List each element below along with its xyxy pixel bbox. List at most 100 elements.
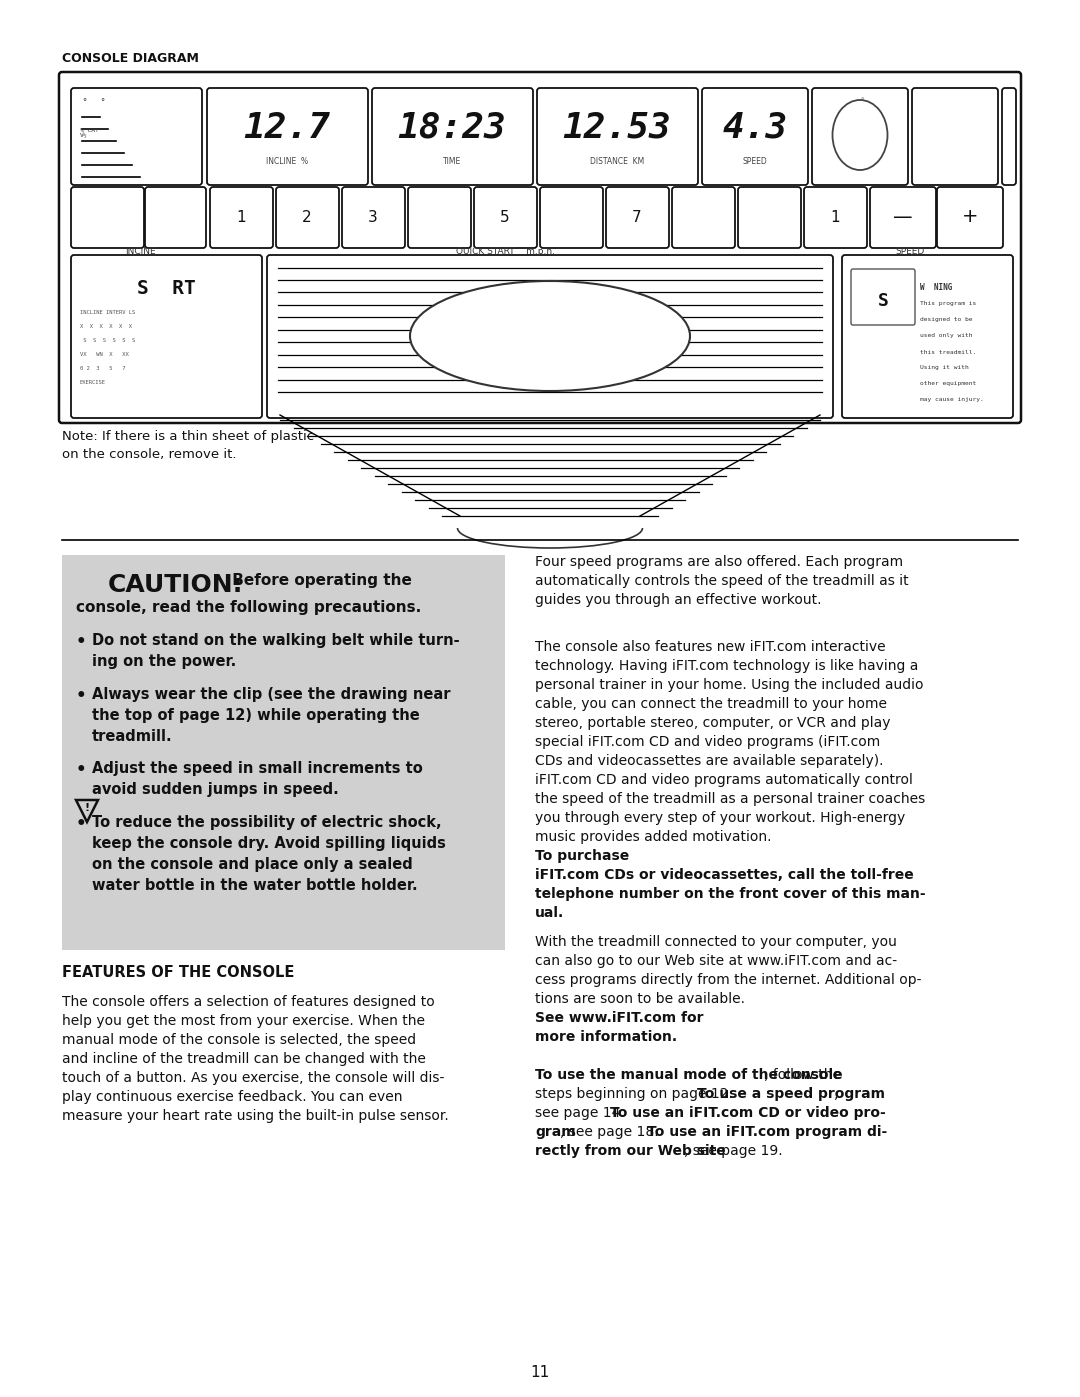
Text: Do not stand on the walking belt while turn-
ing on the power.: Do not stand on the walking belt while t… (92, 633, 460, 669)
Text: 1: 1 (831, 210, 840, 225)
Text: cable, you can connect the treadmill to your home: cable, you can connect the treadmill to … (535, 697, 887, 711)
Text: Note: If there is a thin sheet of plastic
on the console, remove it.: Note: If there is a thin sheet of plasti… (62, 430, 314, 461)
Text: 7: 7 (632, 210, 642, 225)
Text: ,: , (834, 1087, 838, 1101)
Text: % CA↑
V½: % CA↑ V½ (80, 127, 98, 138)
Text: stereo, portable stereo, computer, or VCR and play: stereo, portable stereo, computer, or VC… (535, 717, 891, 731)
Text: Adjust the speed in small increments to
avoid sudden jumps in speed.: Adjust the speed in small increments to … (92, 761, 422, 798)
FancyBboxPatch shape (372, 88, 534, 184)
Text: rectly from our Web site: rectly from our Web site (535, 1144, 726, 1158)
FancyBboxPatch shape (474, 187, 537, 249)
Text: °: ° (82, 99, 86, 108)
Text: 11: 11 (530, 1365, 550, 1380)
Text: To reduce the possibility of electric shock,
keep the console dry. Avoid spillin: To reduce the possibility of electric sh… (92, 814, 446, 893)
Text: you through every step of your workout. High-energy: you through every step of your workout. … (535, 812, 905, 826)
Text: EXERCISE: EXERCISE (80, 380, 106, 386)
Text: •: • (76, 761, 86, 780)
Text: To use an iFIT.com program di-: To use an iFIT.com program di- (647, 1125, 887, 1139)
FancyBboxPatch shape (342, 187, 405, 249)
Text: guides you through an effective workout.: guides you through an effective workout. (535, 592, 822, 608)
Text: INCLINE INTERV LS: INCLINE INTERV LS (80, 310, 135, 316)
Text: W  NING: W NING (920, 284, 953, 292)
Text: !: ! (84, 803, 90, 813)
Text: touch of a button. As you exercise, the console will dis-: touch of a button. As you exercise, the … (62, 1071, 444, 1085)
Text: manual mode of the console is selected, the speed: manual mode of the console is selected, … (62, 1032, 416, 1046)
FancyBboxPatch shape (606, 187, 669, 249)
Text: CAUTION:: CAUTION: (108, 573, 243, 597)
Text: cess programs directly from the internet. Additional op-: cess programs directly from the internet… (535, 972, 921, 988)
Text: more information.: more information. (535, 1030, 677, 1044)
Text: °: ° (861, 98, 864, 103)
FancyBboxPatch shape (59, 73, 1021, 423)
Text: and incline of the treadmill can be changed with the: and incline of the treadmill can be chan… (62, 1052, 426, 1066)
Text: 12.7: 12.7 (243, 110, 330, 145)
Text: see page 14.: see page 14. (535, 1106, 630, 1120)
Text: music provides added motivation.: music provides added motivation. (535, 830, 775, 844)
Text: —: — (893, 208, 913, 226)
Bar (62, 555, 505, 950)
Text: To use the manual mode of the console: To use the manual mode of the console (535, 1067, 842, 1083)
Text: technology. Having iFIT.com technology is like having a: technology. Having iFIT.com technology i… (535, 659, 918, 673)
Text: INCINE: INCINE (124, 247, 156, 256)
Text: QUICK START    m.p.h.: QUICK START m.p.h. (456, 247, 554, 256)
FancyBboxPatch shape (210, 187, 273, 249)
Text: telephone number on the front cover of this man-: telephone number on the front cover of t… (535, 887, 926, 901)
FancyBboxPatch shape (842, 256, 1013, 418)
FancyBboxPatch shape (267, 256, 833, 418)
Text: 0 2  3   5   7: 0 2 3 5 7 (80, 366, 125, 372)
Text: To purchase: To purchase (535, 849, 630, 863)
Text: can also go to our Web site at www.iFIT.com and ac-: can also go to our Web site at www.iFIT.… (535, 954, 897, 968)
FancyBboxPatch shape (812, 88, 908, 184)
FancyBboxPatch shape (276, 187, 339, 249)
Text: gram: gram (535, 1125, 576, 1139)
FancyBboxPatch shape (71, 88, 202, 184)
Text: DISTANCE  KM: DISTANCE KM (590, 156, 644, 165)
Text: Always wear the clip (see the drawing near
the top of page 12) while operating t: Always wear the clip (see the drawing ne… (92, 687, 450, 745)
Text: This program is: This program is (920, 302, 976, 306)
Text: S  RT: S RT (137, 278, 195, 298)
Text: console, read the following precautions.: console, read the following precautions. (76, 599, 421, 615)
Text: TIME: TIME (443, 156, 461, 165)
Text: To use a speed program: To use a speed program (698, 1087, 886, 1101)
FancyBboxPatch shape (870, 187, 936, 249)
Text: SPEED: SPEED (743, 156, 768, 165)
Text: steps beginning on page 12.: steps beginning on page 12. (535, 1087, 738, 1101)
Text: special iFIT.com CD and video programs (iFIT.com: special iFIT.com CD and video programs (… (535, 735, 880, 749)
FancyBboxPatch shape (207, 88, 368, 184)
Text: , see page 18.: , see page 18. (559, 1125, 663, 1139)
Text: automatically controls the speed of the treadmill as it: automatically controls the speed of the … (535, 574, 908, 588)
Text: measure your heart rate using the built-in pulse sensor.: measure your heart rate using the built-… (62, 1109, 449, 1123)
FancyBboxPatch shape (537, 88, 698, 184)
FancyBboxPatch shape (738, 187, 801, 249)
Text: the speed of the treadmill as a personal trainer coaches: the speed of the treadmill as a personal… (535, 792, 926, 806)
Text: Four speed programs are also offered. Each program: Four speed programs are also offered. Ea… (535, 555, 903, 569)
Text: iFIT.com CDs or videocassettes, call the toll-free: iFIT.com CDs or videocassettes, call the… (535, 868, 914, 882)
Text: See www.iFIT.com for: See www.iFIT.com for (535, 1011, 703, 1025)
FancyBboxPatch shape (804, 187, 867, 249)
Text: +: + (962, 208, 978, 226)
FancyBboxPatch shape (145, 187, 206, 249)
Text: S: S (878, 292, 889, 310)
FancyBboxPatch shape (1002, 88, 1016, 184)
Text: S  S  S  S  S  S: S S S S S S (80, 338, 135, 344)
Text: °: ° (100, 99, 104, 108)
FancyBboxPatch shape (851, 270, 915, 326)
Text: play continuous exercise feedback. You can even: play continuous exercise feedback. You c… (62, 1090, 403, 1104)
Text: INCLINE  %: INCLINE % (266, 156, 308, 165)
FancyBboxPatch shape (672, 187, 735, 249)
Text: this treadmill.: this treadmill. (920, 349, 976, 355)
Text: 18:23: 18:23 (397, 110, 507, 145)
Text: •: • (76, 814, 86, 833)
Text: 5: 5 (500, 210, 510, 225)
Text: •: • (76, 633, 86, 651)
Ellipse shape (410, 281, 690, 391)
Text: 12.53: 12.53 (563, 110, 672, 145)
Text: CONSOLE DIAGRAM: CONSOLE DIAGRAM (62, 52, 199, 66)
Text: •: • (76, 687, 86, 705)
Text: SPEED: SPEED (895, 247, 924, 256)
FancyBboxPatch shape (540, 187, 603, 249)
Text: With the treadmill connected to your computer, you: With the treadmill connected to your com… (535, 935, 896, 949)
FancyBboxPatch shape (71, 187, 144, 249)
Text: The console offers a selection of features designed to: The console offers a selection of featur… (62, 995, 435, 1009)
Text: 2: 2 (302, 210, 312, 225)
